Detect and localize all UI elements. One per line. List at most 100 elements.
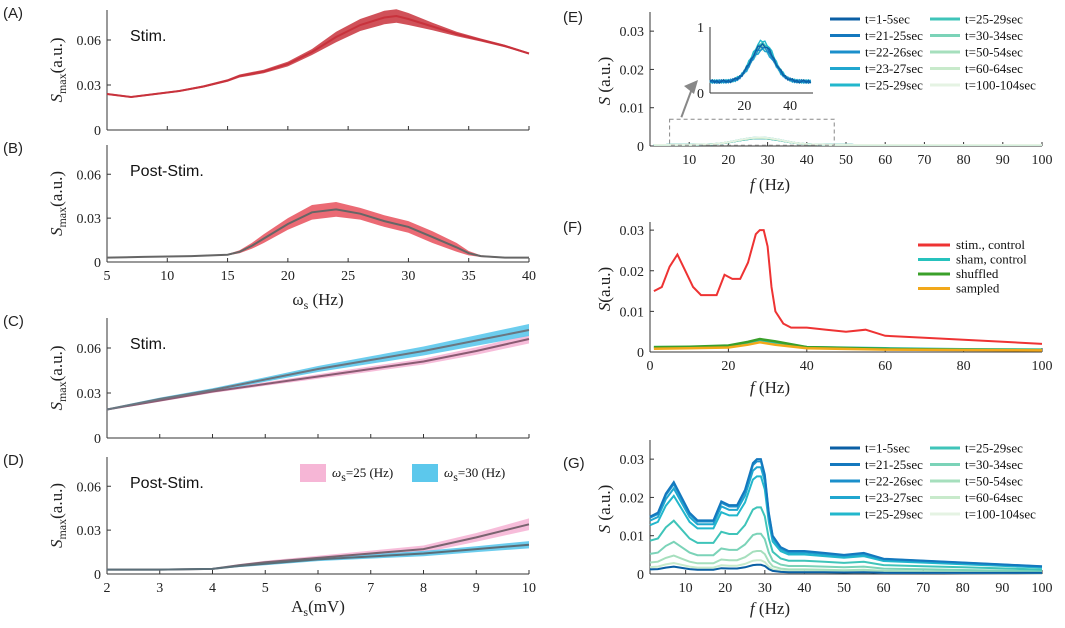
legend-label: t=23-27sec	[865, 490, 923, 505]
x-tick-label: 10	[679, 581, 693, 596]
inset-series-line	[709, 42, 812, 85]
y-tick-label: 0.01	[620, 305, 645, 320]
y-tick-label: 0.02	[620, 491, 645, 506]
series-line	[107, 523, 530, 571]
series-line	[106, 338, 530, 411]
x-tick-label: 40	[800, 359, 814, 374]
inset-x-tick-label: 20	[737, 99, 751, 114]
series-line	[649, 475, 1043, 569]
y-tick-label: 0.01	[620, 102, 645, 117]
x-tick-label: 40	[797, 581, 811, 596]
x-tick-label: 60	[877, 581, 891, 596]
legend-label: sham, control	[956, 252, 1027, 267]
y-axis-label: S (a.u.)	[595, 485, 614, 534]
panel-f: (F) 0 0.01 0.02 0.03 0 20 40 60 80 100 S(a.u.) f (Hz…	[563, 219, 1053, 397]
legend-label: t=25-29sec	[865, 507, 923, 522]
legend-label: t=22-26sec	[865, 45, 923, 60]
x-axis-label: f (Hz)	[750, 378, 790, 397]
panel-annotation: Stim.	[130, 336, 166, 353]
series-line	[649, 532, 1043, 573]
error-band	[107, 541, 529, 571]
x-tick-label: 100	[1032, 581, 1053, 596]
legend-label: stim., control	[956, 237, 1025, 252]
legend-label: t=30-34sec	[965, 457, 1023, 472]
x-tick-label: 9	[473, 581, 480, 596]
x-tick-label: 80	[957, 359, 971, 374]
x-tick-label: 40	[800, 153, 814, 168]
legend-label: ωs=30 (Hz)	[444, 465, 505, 484]
y-tick-label: 0	[94, 432, 101, 447]
y-tick-label: 0.06	[77, 34, 102, 49]
y-tick-label: 0.03	[77, 387, 102, 402]
x-tick-label: 30	[758, 581, 772, 596]
legend-label: sampled	[956, 281, 1000, 296]
inset: 0 1 20 40	[697, 21, 813, 114]
y-tick-label: 0.03	[620, 224, 645, 239]
legend-label: t=22-26sec	[865, 474, 923, 489]
legend-label: t=1-5sec	[865, 12, 910, 27]
y-tick-label: 0.03	[620, 25, 645, 40]
legend-label: t=100-104sec	[965, 78, 1036, 93]
x-tick-label: 0	[647, 359, 654, 374]
series-line	[649, 458, 1043, 568]
panel-b: (B) 0 0.03 0.06 5 10 15 20 25 30 35 40 Smax(a.u.) Pos…	[3, 140, 536, 312]
y-tick-label: 0.06	[77, 342, 102, 357]
panel-label: (B)	[3, 140, 23, 157]
x-tick-label: 30	[401, 269, 415, 284]
x-tick-label: 7	[367, 581, 374, 596]
x-tick-label: 2	[104, 581, 111, 596]
series-line	[106, 14, 530, 99]
legend-swatch	[412, 464, 438, 482]
inset-y-tick-label: 0	[697, 87, 704, 102]
x-tick-label: 30	[761, 153, 775, 168]
panel-annotation: Post-Stim.	[130, 163, 204, 180]
legend-label: t=50-54sec	[965, 474, 1023, 489]
series-line	[649, 550, 1043, 574]
y-tick-label: 0	[94, 124, 101, 139]
series-line	[653, 229, 1043, 345]
panel-annotation: Stim.	[130, 28, 166, 45]
error-band	[107, 518, 529, 571]
x-tick-label: 100	[1032, 153, 1053, 168]
series-line	[106, 208, 529, 259]
x-tick-label: 5	[104, 269, 111, 284]
x-tick-label: 50	[837, 581, 851, 596]
x-tick-label: 20	[721, 359, 735, 374]
y-tick-label: 0	[637, 346, 644, 361]
y-axis-label: Smax(a.u.)	[47, 483, 69, 548]
x-tick-label: 20	[721, 153, 735, 168]
x-tick-label: 50	[839, 153, 853, 168]
y-axis-label: S(a.u.)	[595, 267, 614, 311]
inset-x-tick-label: 40	[783, 99, 797, 114]
x-axis-label: ωs (Hz)	[292, 290, 343, 312]
series-line	[107, 543, 530, 571]
panel-a: (A) 0 0.03 0.06 Smax(a.u.) Stim.	[3, 5, 530, 139]
error-band	[107, 324, 529, 411]
error-band	[107, 202, 529, 259]
x-tick-label: 60	[878, 153, 892, 168]
legend-label: t=21-25sec	[865, 28, 923, 43]
panel-d: (D) 0 0.03 0.06 2 3 4 5 6 7 8 9 10 Smax(a.u.) Post-Sti…	[3, 452, 536, 619]
x-tick-label: 4	[209, 581, 216, 596]
x-tick-label: 10	[682, 153, 696, 168]
y-tick-label: 0.03	[77, 79, 102, 94]
x-tick-label: 5	[262, 581, 269, 596]
panel-annotation: Post-Stim.	[130, 475, 204, 492]
y-tick-label: 0.06	[77, 168, 102, 183]
legend-label: t=50-54sec	[965, 45, 1023, 60]
legend-label: t=21-25sec	[865, 457, 923, 472]
x-tick-label: 10	[522, 581, 536, 596]
y-tick-label: 0.01	[620, 530, 645, 545]
y-tick-label: 0.03	[77, 524, 102, 539]
legend-label: t=25-29sec	[965, 12, 1023, 27]
x-tick-label: 20	[718, 581, 732, 596]
inset-y-tick-label: 1	[697, 21, 704, 36]
x-tick-label: 80	[957, 153, 971, 168]
y-axis-label: Smax(a.u.)	[47, 171, 69, 236]
x-axis-label: f (Hz)	[750, 175, 790, 194]
x-tick-label: 70	[916, 581, 930, 596]
y-tick-label: 0	[94, 256, 101, 271]
y-axis-label: Smax(a.u.)	[47, 345, 69, 410]
